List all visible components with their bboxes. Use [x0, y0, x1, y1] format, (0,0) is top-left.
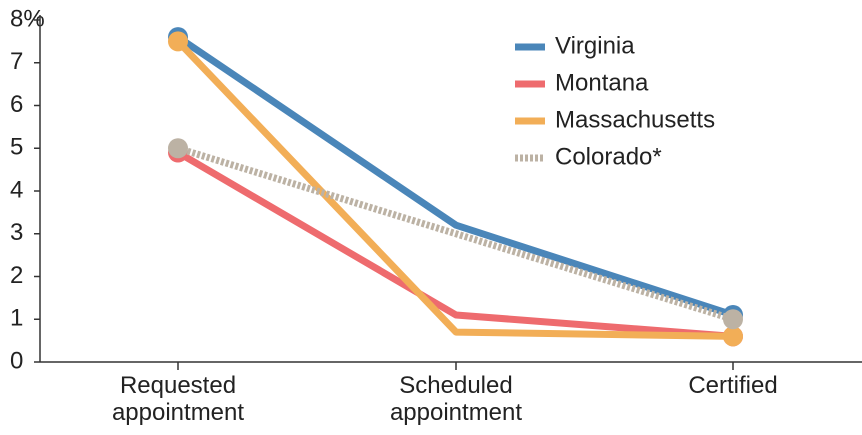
series-line	[176, 149, 734, 340]
series-line	[175, 38, 734, 340]
legend-label: Massachusetts	[555, 106, 715, 133]
series-marker	[723, 309, 743, 330]
legend-label: Virginia	[555, 32, 635, 59]
y-tick-label: 3	[10, 219, 23, 246]
series-marker	[168, 138, 188, 159]
series-line	[176, 34, 735, 319]
series-line	[176, 144, 735, 323]
x-tick-label: Scheduled appointment	[389, 372, 523, 426]
y-tick-label: 6	[10, 91, 23, 118]
series-marker	[168, 31, 188, 52]
legend-label: Montana	[555, 69, 649, 96]
y-tick-label: 5	[10, 134, 23, 161]
y-tick-label: 1	[10, 305, 23, 332]
legend-label: Colorado*	[555, 143, 662, 170]
y-tick-label: 2	[10, 262, 23, 289]
y-tick-label: 0	[10, 347, 23, 374]
series-marker	[723, 326, 743, 347]
x-tick-label: Requested appointment	[111, 372, 245, 426]
x-tick-label: Certified	[688, 372, 778, 399]
y-tick-label: 8%	[10, 5, 45, 32]
y-tick-label: 7	[10, 48, 23, 75]
y-tick-label: 4	[10, 176, 23, 203]
